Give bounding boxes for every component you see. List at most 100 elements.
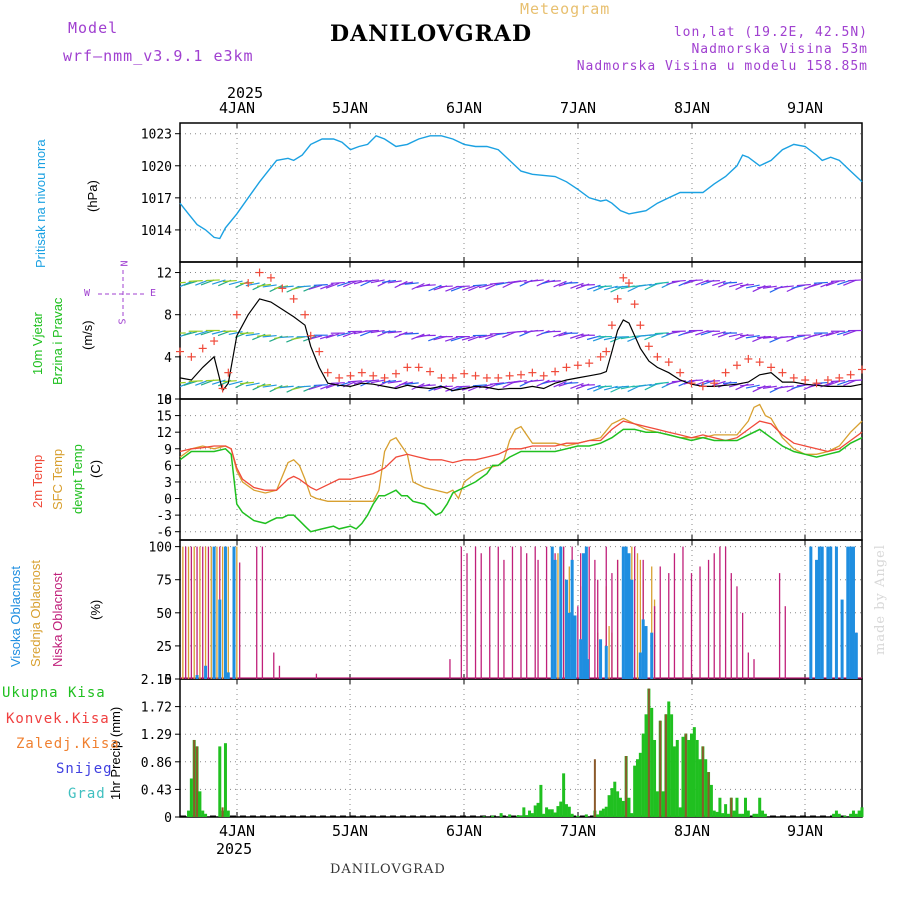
precip-bar-total xyxy=(638,752,642,817)
wind-arrow xyxy=(654,381,669,385)
day-label-bottom: 7JAN xyxy=(560,822,596,840)
precip-bar-total xyxy=(536,802,540,817)
precip-bar-total xyxy=(604,806,608,817)
precip-bar-total xyxy=(633,765,637,817)
wind-arrow xyxy=(825,280,840,287)
precip-bar-total xyxy=(653,739,657,817)
precip-bar-conv xyxy=(625,756,628,817)
wind-arrow xyxy=(614,285,630,288)
y-tick-label: -3 xyxy=(156,509,172,524)
wind-arrow xyxy=(740,334,755,337)
wind-arrow xyxy=(313,284,328,286)
wind-arrow xyxy=(563,382,578,385)
wind-arrow xyxy=(370,279,385,284)
y-tick-label: 0.43 xyxy=(141,783,172,798)
wind-arrow xyxy=(364,379,379,382)
precip-bar-conv xyxy=(701,746,704,817)
wind-arrow xyxy=(597,385,612,388)
meteogram-title: Meteogram xyxy=(520,0,611,18)
precip-bar-total xyxy=(732,810,736,817)
wind-arrow xyxy=(411,383,425,391)
wind-arrow xyxy=(188,280,203,282)
precip-bar-total xyxy=(715,811,719,817)
y-tick-label: 1023 xyxy=(141,128,172,143)
precip-bar-total xyxy=(667,701,671,817)
y-tick-label: 8 xyxy=(164,309,172,324)
wind-arrow xyxy=(222,279,237,283)
wind-arrow xyxy=(512,379,527,384)
wind-arrow xyxy=(688,279,703,282)
y-tick-label: 0 xyxy=(164,393,172,408)
wind-arrow xyxy=(387,330,402,334)
cloud-bar-high xyxy=(212,546,216,679)
cloud-bar-high xyxy=(638,652,642,679)
cloud-bar-high xyxy=(846,546,850,679)
wind-arrow xyxy=(239,332,254,335)
precip-bar-total xyxy=(547,809,551,817)
wind-arrow xyxy=(404,332,419,335)
wind-arrow xyxy=(399,281,414,286)
precip-bar-total xyxy=(519,815,523,817)
cloud-bar-high xyxy=(815,559,819,679)
precip-bar-total xyxy=(198,791,202,817)
wind-arrow xyxy=(205,279,220,282)
precip-bar-conv xyxy=(647,688,650,817)
y-tick-label: 3 xyxy=(164,476,172,491)
wind-arrow xyxy=(200,330,215,336)
precip-bar-total xyxy=(726,813,730,817)
cloud-bar-high xyxy=(195,675,199,679)
wind-arrow xyxy=(421,284,436,287)
cloud-bar-high xyxy=(826,546,830,679)
sfc-temp-line xyxy=(179,403,863,502)
legend-konvek: Konvek.Kisa xyxy=(6,711,110,727)
wind-arrow xyxy=(637,383,652,388)
precip-bar-total xyxy=(690,733,693,817)
precip-bar-conv xyxy=(193,739,196,817)
compass-e: E xyxy=(150,288,157,299)
cloud-bar-high xyxy=(553,559,557,679)
precip-bar-total xyxy=(724,804,728,817)
wind-arrow xyxy=(825,331,840,337)
precip-bar-total xyxy=(692,727,696,817)
wind-arrow xyxy=(256,334,271,337)
cloud-bar-high xyxy=(582,553,586,679)
cloud-bar-high xyxy=(223,546,227,679)
cloud-bar-high xyxy=(584,546,588,679)
y-tick-label: 6 xyxy=(164,459,172,474)
y-tick-label: -6 xyxy=(156,526,172,541)
wind-arrow xyxy=(320,283,334,290)
wind-arrow xyxy=(180,333,181,335)
wind-arrow xyxy=(745,384,760,389)
y-tick-label: 1.72 xyxy=(141,701,172,716)
day-label-top: 6JAN xyxy=(446,99,482,117)
cloud-bar-high xyxy=(204,665,208,679)
wind-arrow xyxy=(489,382,505,385)
wind-arrow xyxy=(745,335,760,339)
y-tick-label: 12 xyxy=(156,426,172,441)
precip-bar-total xyxy=(550,809,554,817)
wind-arrow xyxy=(343,280,357,288)
precip-bar-total xyxy=(655,791,659,817)
y-tick-label: 1020 xyxy=(141,160,172,175)
wind-arrow xyxy=(279,336,294,339)
cloud-bar-high xyxy=(849,546,853,679)
wind-arrow xyxy=(614,385,630,389)
wind-arrow xyxy=(570,333,584,339)
precip-bar-total xyxy=(530,813,534,817)
cloud-bar-high xyxy=(840,599,844,679)
wind-arrow xyxy=(319,333,334,340)
precip-bar-total xyxy=(553,812,557,817)
wind-arrow xyxy=(666,331,681,335)
wind-arrow xyxy=(757,285,772,289)
wind-arrow xyxy=(421,384,436,387)
precip-bar-total xyxy=(854,813,858,817)
wind-arrow xyxy=(610,336,624,343)
precip-bar-conv xyxy=(707,772,710,817)
wind-arrow xyxy=(404,282,419,285)
precip-bar-conv xyxy=(684,733,687,817)
cloud-bar-high xyxy=(570,559,574,679)
wind-arrow xyxy=(411,282,425,290)
y-tick-label: 100 xyxy=(149,541,172,556)
day-label-bottom: 6JAN xyxy=(446,822,482,840)
